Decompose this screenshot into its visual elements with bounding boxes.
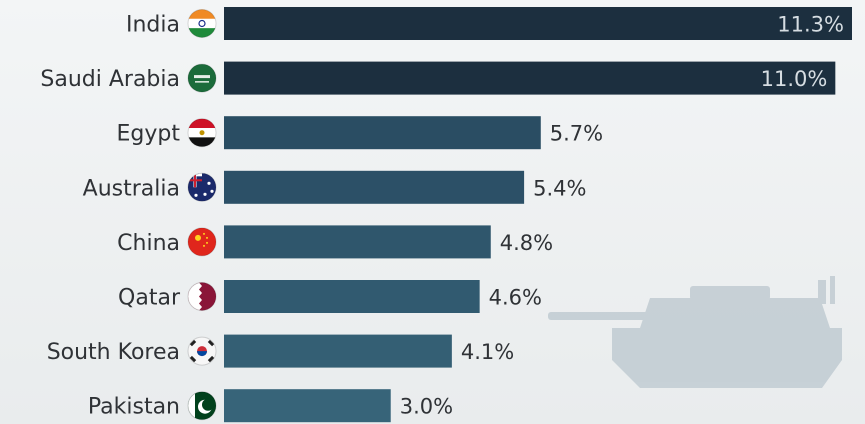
bar	[224, 170, 525, 204]
value-label: 4.1%	[461, 340, 514, 364]
tank-silhouette-icon	[548, 276, 842, 388]
india-flag-icon	[187, 9, 217, 38]
category-label: Australia	[83, 176, 180, 201]
bars-layer: India 11.3% Saudi Arabia 11.0% Egypt 5.7% Aust…	[40, 7, 852, 423]
saudi-arabia-flag-icon	[187, 63, 217, 93]
bar-row: Saudi Arabia 11.0%	[40, 61, 836, 95]
bar	[224, 61, 836, 95]
category-label: India	[126, 13, 180, 38]
bar	[224, 116, 541, 150]
category-label: Pakistan	[88, 395, 180, 420]
bar	[224, 280, 480, 313]
bar-row: Qatar 4.6%	[118, 280, 542, 313]
bar-row: Pakistan 3.0%	[88, 389, 453, 423]
value-label: 3.0%	[400, 395, 453, 419]
bar-row: India 11.3%	[126, 7, 852, 40]
value-label: 4.8%	[500, 231, 553, 255]
value-label: 4.6%	[489, 286, 542, 310]
pakistan-flag-icon	[187, 391, 217, 421]
category-label: South Korea	[47, 340, 180, 365]
bar	[224, 334, 452, 368]
china-flag-icon	[187, 227, 217, 257]
value-label: 11.0%	[761, 67, 828, 91]
bar	[224, 225, 491, 259]
australia-flag-icon	[187, 172, 217, 202]
bar-row: Australia 5.4%	[83, 170, 586, 204]
bar	[224, 389, 391, 423]
bar-row: China 4.8%	[117, 225, 553, 259]
value-label: 5.7%	[550, 122, 603, 146]
bar-row: Egypt 5.7%	[117, 116, 603, 150]
bar	[224, 7, 852, 40]
category-label: Egypt	[117, 122, 181, 147]
value-label: 5.4%	[533, 176, 586, 200]
value-label: 11.3%	[777, 13, 844, 37]
category-label: Qatar	[118, 286, 181, 311]
category-label: Saudi Arabia	[40, 67, 180, 92]
egypt-flag-icon	[187, 118, 217, 148]
qatar-flag-icon	[187, 282, 217, 311]
bar-row: South Korea 4.1%	[47, 334, 514, 368]
south-korea-flag-icon	[187, 336, 217, 366]
category-label: China	[117, 231, 180, 256]
